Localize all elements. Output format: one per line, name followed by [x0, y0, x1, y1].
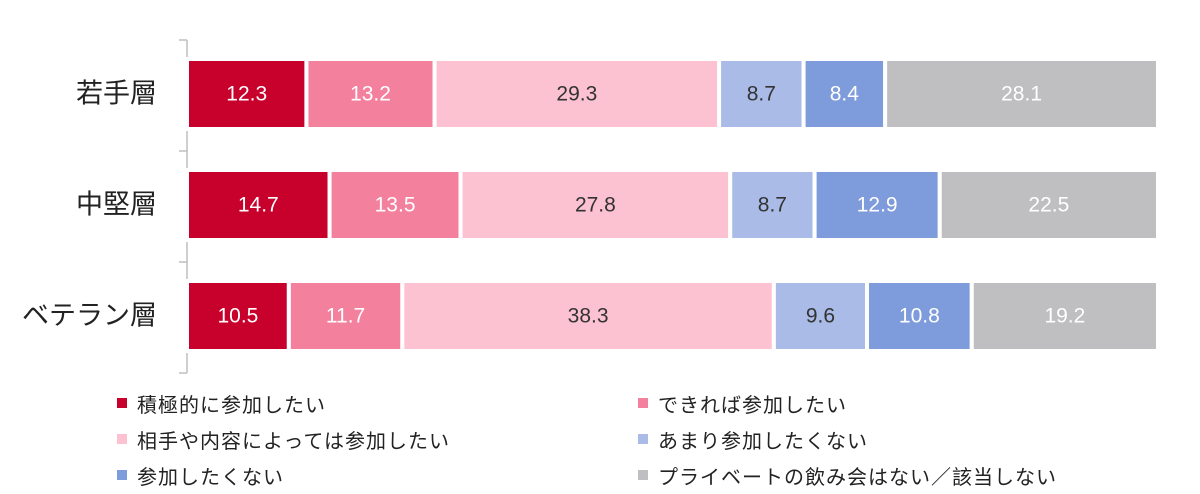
bar-segment [432, 57, 722, 131]
category-label: ベテラン層 [22, 301, 157, 332]
legend-swatch-1 [117, 398, 127, 408]
legend-swatch-4 [638, 434, 648, 444]
bar-segment [458, 168, 733, 242]
legend-label-4: あまり参加したくない [658, 428, 868, 453]
bar-segment [185, 279, 291, 353]
legend-label-6: プライベートの飲み会はない／該当しない [658, 464, 1057, 489]
data-label: 8.4 [830, 83, 860, 106]
data-label: 27.8 [575, 194, 616, 217]
legend-item-5: 参加したくない [117, 457, 284, 493]
data-label: 10.5 [217, 305, 258, 328]
data-label: 10.8 [899, 305, 940, 328]
legend-swatch-5 [117, 470, 127, 480]
data-label: 14.7 [238, 194, 279, 217]
legend-item-1: 積極的に参加したい [117, 385, 326, 421]
legend: 積極的に参加したい できれば参加したい 相手や内容によっては参加したい あまり参… [0, 385, 1200, 494]
legend-item-2: できれば参加したい [638, 385, 847, 421]
data-label: 38.3 [568, 305, 609, 328]
data-label: 8.7 [747, 83, 776, 106]
category-label: 中堅層 [76, 190, 157, 221]
data-label: 29.3 [556, 83, 597, 106]
legend-item-6: プライベートの飲み会はない／該当しない [638, 457, 1057, 493]
legend-swatch-3 [117, 434, 127, 444]
legend-item-3: 相手や内容によっては参加したい [117, 421, 450, 457]
bar-segment [937, 168, 1161, 242]
data-label: 22.5 [1028, 194, 1069, 217]
bar-segment [812, 168, 942, 242]
category-label: 若手層 [76, 79, 157, 110]
bar-segment [883, 57, 1160, 131]
legend-swatch-6 [638, 470, 648, 480]
bar-segment [801, 57, 888, 131]
legend-swatch-2 [638, 398, 648, 408]
legend-label-5: 参加したくない [137, 464, 284, 489]
data-label: 12.9 [857, 194, 898, 217]
bar-segment [400, 279, 776, 353]
bar-segment [969, 279, 1161, 353]
data-label: 9.6 [806, 305, 835, 328]
data-label: 13.5 [375, 194, 416, 217]
data-label: 28.1 [1001, 83, 1042, 106]
data-label: 19.2 [1044, 305, 1085, 328]
data-label: 11.7 [326, 305, 365, 328]
data-label: 12.3 [226, 83, 267, 106]
data-label: 13.2 [350, 83, 391, 106]
legend-label-2: できれば参加したい [658, 392, 847, 417]
data-label: 8.7 [758, 194, 787, 217]
bar-segment [185, 168, 332, 242]
legend-item-4: あまり参加したくない [638, 421, 868, 457]
bar-segment [771, 279, 869, 353]
legend-label-1: 積極的に参加したい [137, 392, 326, 417]
stacked-bar-chart: 若手層 12.3 13.2 29.3 8.7 8.4 28.1 中堅層 14.7 13.5 27.8… [22, 39, 1161, 374]
legend-label-3: 相手や内容によっては参加したい [137, 428, 450, 453]
